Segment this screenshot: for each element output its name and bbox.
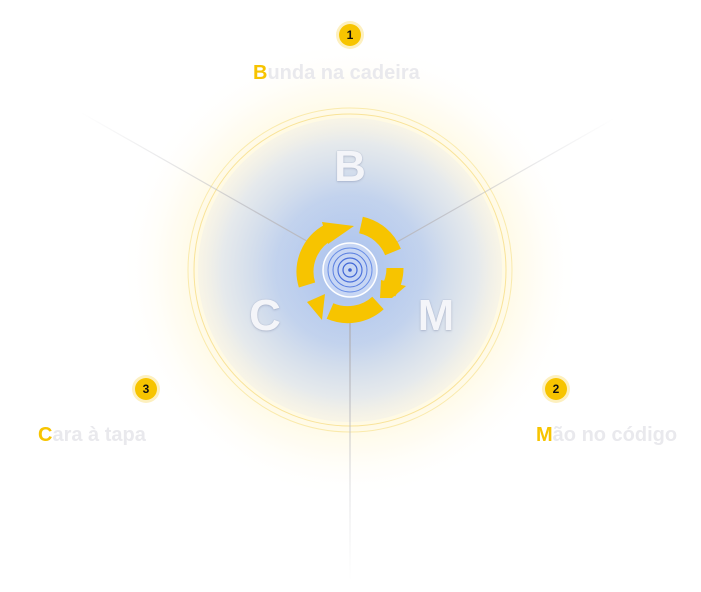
center-letter-c: C bbox=[249, 291, 281, 340]
step-2-badge: 2 bbox=[545, 378, 567, 400]
connector-line-right bbox=[389, 117, 616, 247]
step-2-initial: M bbox=[536, 424, 553, 446]
step-3-initial: C bbox=[38, 424, 53, 446]
step-1-text: unda na cadeira bbox=[267, 62, 420, 84]
center-letter-m: M bbox=[417, 291, 455, 340]
step-3-badge: 3 bbox=[135, 378, 157, 400]
center-letter-b: B bbox=[334, 142, 366, 191]
step-2-label: Mão no código bbox=[536, 423, 677, 447]
target-icon bbox=[322, 242, 378, 298]
step-1-initial: B bbox=[253, 62, 268, 84]
step-1-badge: 1 bbox=[339, 24, 361, 46]
step-2-text: ão no código bbox=[552, 424, 678, 446]
step-3-label: Cara à tapa bbox=[38, 423, 146, 447]
step-1-label: Bunda na cadeira bbox=[253, 61, 420, 85]
connector-line-left bbox=[79, 111, 313, 245]
cycle-arrows-icon bbox=[296, 216, 406, 324]
step-3-text: ara à tapa bbox=[52, 424, 146, 446]
